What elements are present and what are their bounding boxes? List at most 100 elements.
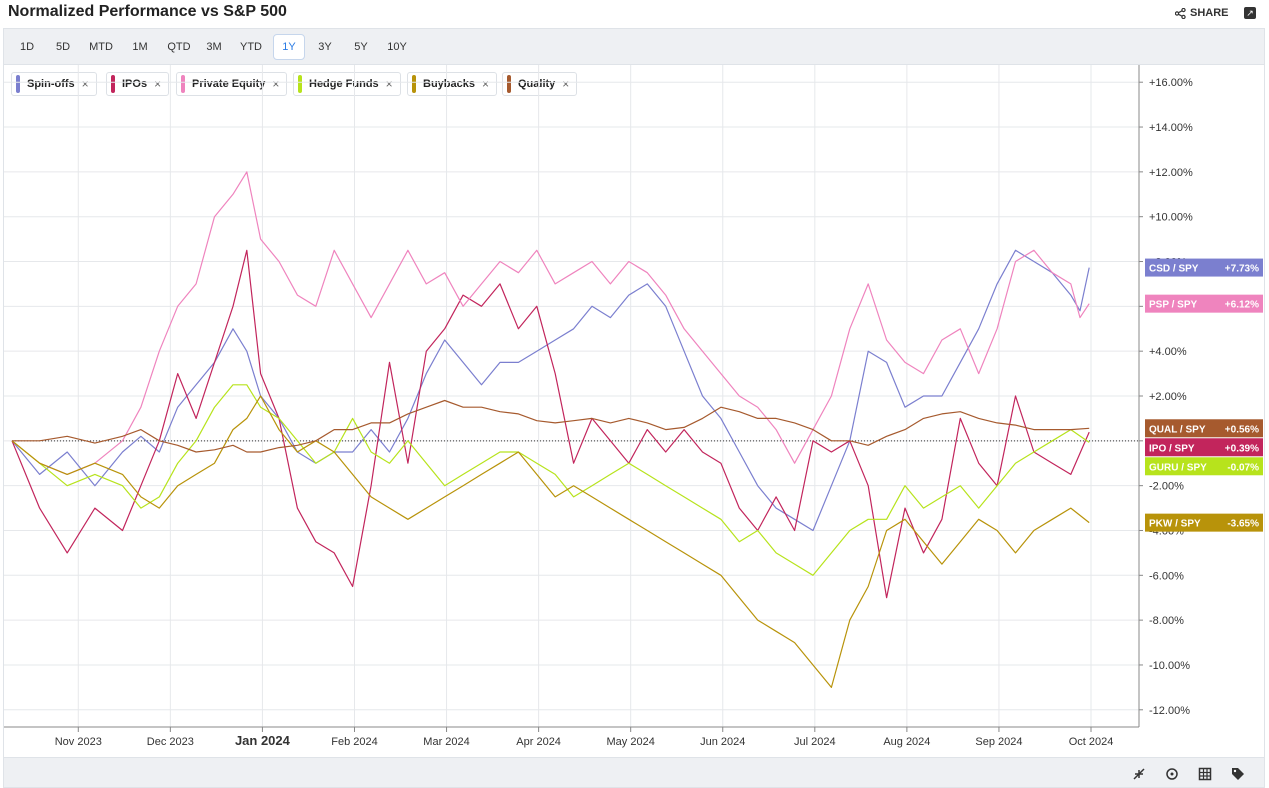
chart-footer	[4, 757, 1264, 787]
series-line-spin-offs[interactable]	[11, 249, 1090, 532]
end-tag-value: +0.39%	[1225, 443, 1259, 454]
series-end-tag: QUAL / SPY +0.56%	[1145, 419, 1263, 438]
tag-icon[interactable]	[1231, 767, 1245, 781]
x-tick-label: Jun 2024	[700, 736, 745, 748]
page-title: Normalized Performance vs S&P 500	[8, 3, 287, 20]
range-5d-button[interactable]: 5D	[55, 41, 71, 53]
end-tag-ticker: CSD / SPY	[1149, 264, 1199, 275]
end-tag-bg	[1145, 419, 1263, 438]
legend-swatch	[298, 75, 302, 93]
range-ytd-button[interactable]: YTD	[240, 41, 262, 53]
legend-label: Buybacks	[423, 78, 475, 90]
zoom-reset-icon[interactable]	[1165, 767, 1179, 781]
legend-swatch	[507, 75, 511, 93]
end-tag-value: -0.07%	[1227, 462, 1259, 473]
share-icon	[1175, 7, 1186, 19]
legend-chip-quality[interactable]: Quality ×	[502, 72, 578, 96]
range-1d-button[interactable]: 1D	[19, 41, 35, 53]
y-tick-label: +2.00%	[1149, 391, 1187, 403]
range-1m-button[interactable]: 1M	[132, 41, 148, 53]
legend-chip-hedge-funds[interactable]: Hedge Funds ×	[293, 72, 401, 96]
data-table-icon[interactable]	[1198, 767, 1212, 781]
range-mtd-button[interactable]: MTD	[89, 41, 113, 53]
legend-label: Private Equity	[192, 78, 266, 90]
series-line-quality[interactable]	[12, 399, 1090, 453]
y-tick-label: -8.00%	[1149, 615, 1184, 627]
crosshair-off-icon[interactable]	[1132, 767, 1146, 781]
y-tick-label: -12.00%	[1149, 705, 1190, 717]
chart-area[interactable]: +16.00%+14.00%+12.00%+10.00%+8.00%+6.00%…	[4, 65, 1264, 757]
share-label: SHARE	[1190, 7, 1229, 19]
series-end-tag: CSD / SPY +7.73%	[1145, 258, 1263, 277]
legend-chip-private-equity[interactable]: Private Equity ×	[176, 72, 288, 96]
range-qtd-button[interactable]: QTD	[167, 41, 191, 53]
y-tick-label: -6.00%	[1149, 570, 1184, 582]
chart-panel: 1D 5D MTD 1M QTD 3M YTD 1Y 3Y 5Y 10Y Spin-offs × IPO…	[3, 28, 1265, 788]
y-tick-label: +12.00%	[1149, 167, 1193, 179]
end-tag-value: +6.12%	[1225, 300, 1259, 311]
end-tag-bg	[1145, 438, 1263, 457]
series-end-tag: GURU / SPY -0.07%	[1145, 457, 1263, 476]
chart-header: Normalized Performance vs S&P 500 SHARE …	[0, 0, 1269, 28]
legend-label: IPOs	[122, 78, 148, 90]
x-tick-label: Aug 2024	[883, 736, 930, 748]
legend-label: Quality	[518, 78, 556, 90]
remove-series-icon[interactable]: ×	[81, 77, 89, 91]
series-line-buybacks[interactable]	[11, 395, 1090, 688]
end-tag-bg	[1145, 513, 1263, 532]
range-toolbar: 1D 5D MTD 1M QTD 3M YTD 1Y 3Y 5Y 10Y	[4, 29, 1264, 65]
end-tag-bg	[1145, 457, 1263, 476]
remove-series-icon[interactable]: ×	[385, 77, 393, 91]
y-tick-label: +4.00%	[1149, 346, 1187, 358]
x-tick-label: Jan 2024	[235, 733, 291, 748]
range-1y-button[interactable]: 1Y	[273, 34, 305, 60]
series-line-hedge-funds[interactable]	[11, 384, 1090, 576]
x-tick-label: Dec 2023	[147, 736, 194, 748]
end-tag-ticker: PSP / SPY	[1149, 300, 1198, 311]
x-tick-label: Nov 2023	[55, 736, 102, 748]
end-tag-value: +0.56%	[1225, 424, 1259, 435]
end-tag-value: -3.65%	[1227, 519, 1259, 530]
x-tick-label: May 2024	[607, 736, 655, 748]
range-3m-button[interactable]: 3M	[206, 41, 222, 53]
series-end-tag: PSP / SPY +6.12%	[1145, 294, 1263, 313]
x-tick-label: Jul 2024	[794, 736, 836, 748]
range-10y-button[interactable]: 10Y	[387, 41, 407, 53]
x-tick-label: Feb 2024	[331, 736, 377, 748]
x-tick-label: Oct 2024	[1069, 736, 1114, 748]
end-tag-ticker: QUAL / SPY	[1149, 424, 1206, 435]
share-button[interactable]: SHARE	[1175, 7, 1229, 19]
legend-chip-ipos[interactable]: IPOs ×	[106, 72, 170, 96]
legend-swatch	[16, 75, 20, 93]
remove-series-icon[interactable]: ×	[154, 77, 162, 91]
expand-icon[interactable]: ↗	[1244, 7, 1256, 19]
legend-label: Spin-offs	[27, 78, 75, 90]
y-tick-label: +16.00%	[1149, 77, 1193, 89]
remove-series-icon[interactable]: ×	[272, 77, 280, 91]
legend-chip-buybacks[interactable]: Buybacks ×	[407, 72, 497, 96]
legend-swatch	[181, 75, 185, 93]
y-tick-label: +14.00%	[1149, 122, 1193, 134]
range-5y-button[interactable]: 5Y	[354, 41, 368, 53]
remove-series-icon[interactable]: ×	[481, 77, 489, 91]
end-tag-bg	[1145, 258, 1263, 277]
x-tick-label: Mar 2024	[423, 736, 469, 748]
series-end-tag: IPO / SPY +0.39%	[1145, 438, 1263, 457]
end-tag-value: +7.73%	[1225, 264, 1259, 275]
end-tag-ticker: GURU / SPY	[1149, 462, 1207, 473]
series-line-private-equity[interactable]	[11, 171, 1090, 475]
legend-chip-spin-offs[interactable]: Spin-offs ×	[11, 72, 97, 96]
legend-label: Hedge Funds	[309, 78, 379, 90]
end-tag-ticker: IPO / SPY	[1149, 443, 1195, 454]
x-tick-label: Sep 2024	[975, 736, 1022, 748]
remove-series-icon[interactable]: ×	[562, 77, 570, 91]
legend-swatch	[111, 75, 115, 93]
series-line-ipos[interactable]	[11, 249, 1090, 599]
range-3y-button[interactable]: 3Y	[318, 41, 332, 53]
y-tick-label: +10.00%	[1149, 212, 1193, 224]
legend-swatch	[412, 75, 416, 93]
y-tick-label: -2.00%	[1149, 481, 1184, 493]
y-tick-label: -10.00%	[1149, 660, 1190, 672]
series-end-tag: PKW / SPY -3.65%	[1145, 513, 1263, 532]
end-tag-bg	[1145, 294, 1263, 313]
